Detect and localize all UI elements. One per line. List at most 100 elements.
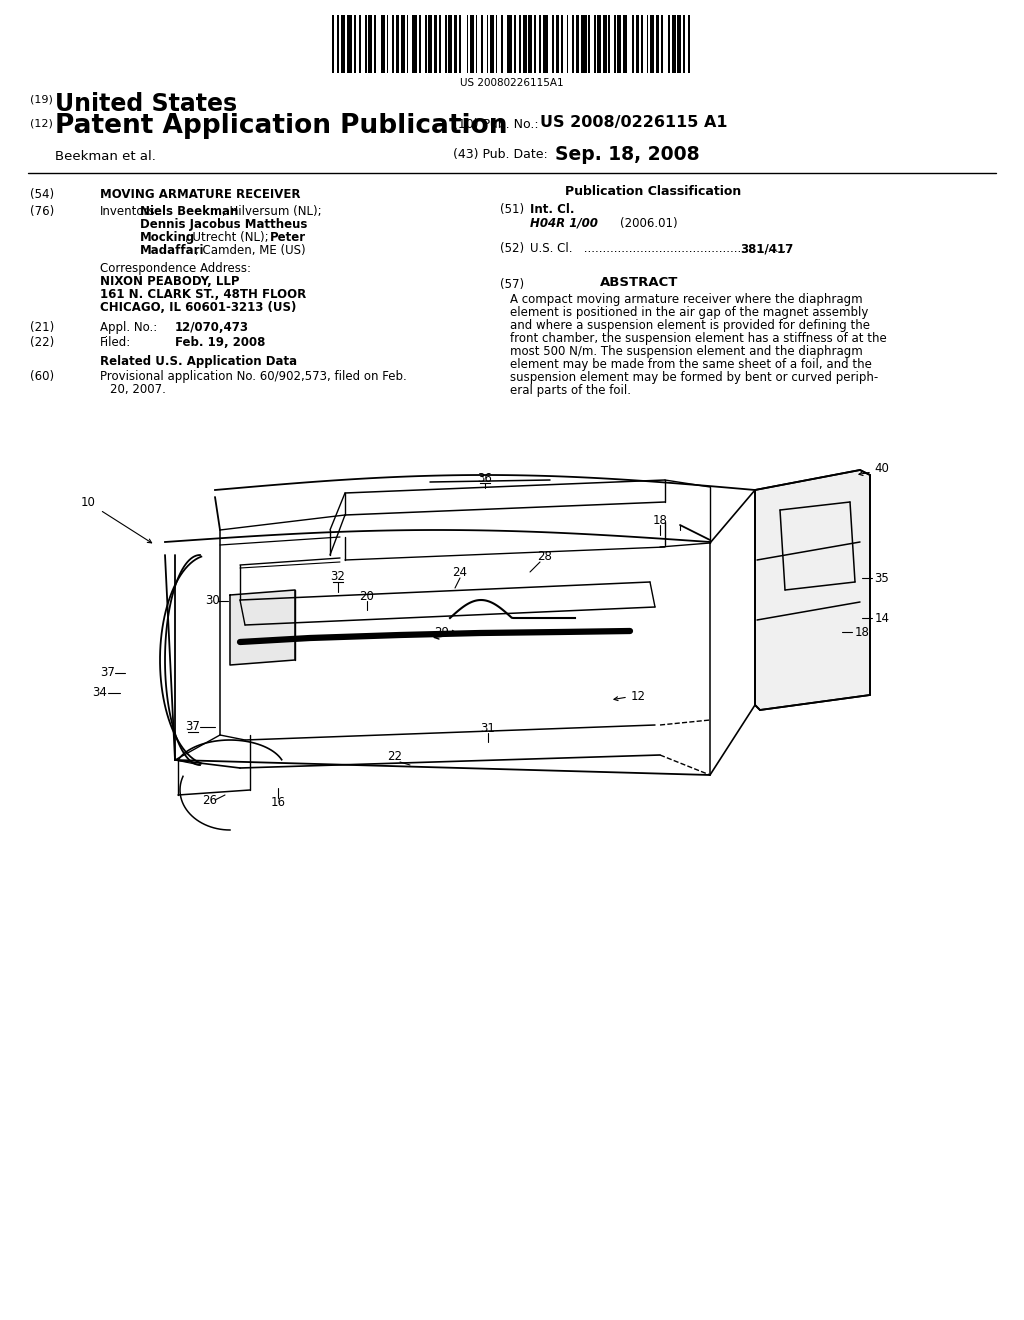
Text: 28: 28 (538, 550, 552, 564)
Text: 18: 18 (855, 626, 869, 639)
Text: (60): (60) (30, 370, 54, 383)
Text: 40: 40 (874, 462, 890, 474)
Bar (501, 15, 503, 73)
Text: (22): (22) (30, 337, 54, 348)
Text: 18: 18 (652, 513, 668, 527)
Text: NIXON PEABODY, LLP: NIXON PEABODY, LLP (100, 275, 240, 288)
Bar (608, 15, 610, 73)
Text: (2006.01): (2006.01) (620, 216, 678, 230)
Bar (496, 15, 498, 73)
Text: H04R 1/00: H04R 1/00 (530, 216, 598, 230)
Bar (540, 15, 541, 73)
Text: 14: 14 (874, 611, 890, 624)
Bar (490, 15, 494, 73)
Bar (354, 15, 355, 73)
Text: Related U.S. Application Data: Related U.S. Application Data (100, 355, 297, 368)
Bar (543, 15, 549, 73)
Text: element may be made from the same sheet of a foil, and the: element may be made from the same sheet … (510, 358, 871, 371)
Text: US 2008/0226115 A1: US 2008/0226115 A1 (540, 115, 727, 129)
Text: Correspondence Address:: Correspondence Address: (100, 261, 251, 275)
Text: (21): (21) (30, 321, 54, 334)
Bar (519, 15, 521, 73)
Text: Provisional application No. 60/902,573, filed on Feb.: Provisional application No. 60/902,573, … (100, 370, 407, 383)
Bar (561, 15, 563, 73)
Text: 381/417: 381/417 (740, 242, 794, 255)
Bar (683, 15, 685, 73)
Text: , Camden, ME (US): , Camden, ME (US) (195, 244, 305, 257)
Bar (623, 15, 627, 73)
Bar (646, 15, 648, 73)
Bar (365, 15, 367, 73)
Text: , Utrecht (NL);: , Utrecht (NL); (185, 231, 272, 244)
Bar (454, 15, 458, 73)
Text: Niels Beekman: Niels Beekman (140, 205, 239, 218)
Bar (369, 15, 372, 73)
Bar (434, 15, 437, 73)
Text: Sep. 18, 2008: Sep. 18, 2008 (555, 145, 699, 164)
Text: 26: 26 (203, 793, 217, 807)
Text: 37: 37 (100, 667, 116, 680)
Text: (57): (57) (500, 279, 524, 290)
Text: , Hilversum (NL);: , Hilversum (NL); (222, 205, 322, 218)
Polygon shape (755, 470, 870, 710)
Bar (374, 15, 376, 73)
Text: 24: 24 (453, 566, 468, 579)
Bar (486, 15, 488, 73)
Text: (12): (12) (30, 117, 53, 128)
Text: Dennis Jacobus Mattheus: Dennis Jacobus Mattheus (140, 218, 307, 231)
Bar (594, 15, 596, 73)
Text: 10: 10 (81, 495, 95, 508)
Bar (460, 15, 461, 73)
Text: front chamber, the suspension element has a stiffness of at the: front chamber, the suspension element ha… (510, 333, 887, 345)
Text: 31: 31 (480, 722, 496, 734)
Bar (589, 15, 590, 73)
Text: Beekman et al.: Beekman et al. (55, 150, 156, 162)
Bar (655, 15, 659, 73)
Bar (534, 15, 536, 73)
Text: 30: 30 (206, 594, 220, 607)
Text: most 500 N/m. The suspension element and the diaphragm: most 500 N/m. The suspension element and… (510, 345, 863, 358)
Text: (51): (51) (500, 203, 524, 216)
Text: Feb. 19, 2008: Feb. 19, 2008 (175, 337, 265, 348)
Bar (341, 15, 345, 73)
Text: 16: 16 (270, 796, 286, 809)
Bar (552, 15, 554, 73)
Bar (332, 15, 334, 73)
Bar (514, 15, 516, 73)
Text: Madaffari: Madaffari (140, 244, 205, 257)
Bar (392, 15, 394, 73)
Text: 22: 22 (387, 751, 402, 763)
Bar (449, 15, 452, 73)
Text: (54): (54) (30, 187, 54, 201)
Text: (76): (76) (30, 205, 54, 218)
Text: 20, 2007.: 20, 2007. (110, 383, 166, 396)
Bar (662, 15, 663, 73)
Text: eral parts of the foil.: eral parts of the foil. (510, 384, 631, 397)
Text: and where a suspension element is provided for defining the: and where a suspension element is provid… (510, 319, 870, 333)
Text: suspension element may be formed by bent or curved periph-: suspension element may be formed by bent… (510, 371, 879, 384)
Bar (523, 15, 526, 73)
Bar (603, 15, 606, 73)
Text: U.S. Cl.   ......................................................: U.S. Cl. ...............................… (530, 242, 786, 255)
Bar (528, 15, 532, 73)
Bar (575, 15, 580, 73)
Bar (386, 15, 388, 73)
Bar (650, 15, 653, 73)
Bar (636, 15, 639, 73)
Text: 37: 37 (185, 721, 201, 734)
Text: 32: 32 (331, 570, 345, 583)
Bar (338, 15, 339, 73)
Bar (346, 15, 352, 73)
Text: US 20080226115A1: US 20080226115A1 (460, 78, 564, 88)
Bar (470, 15, 474, 73)
Bar (444, 15, 446, 73)
Bar (359, 15, 361, 73)
Bar (412, 15, 418, 73)
Text: element is positioned in the air gap of the magnet assembly: element is positioned in the air gap of … (510, 306, 868, 319)
Bar (481, 15, 483, 73)
Text: A compact moving armature receiver where the diaphragm: A compact moving armature receiver where… (510, 293, 862, 306)
Bar (632, 15, 634, 73)
Bar (439, 15, 441, 73)
Text: 35: 35 (874, 572, 890, 585)
Text: United States: United States (55, 92, 238, 116)
